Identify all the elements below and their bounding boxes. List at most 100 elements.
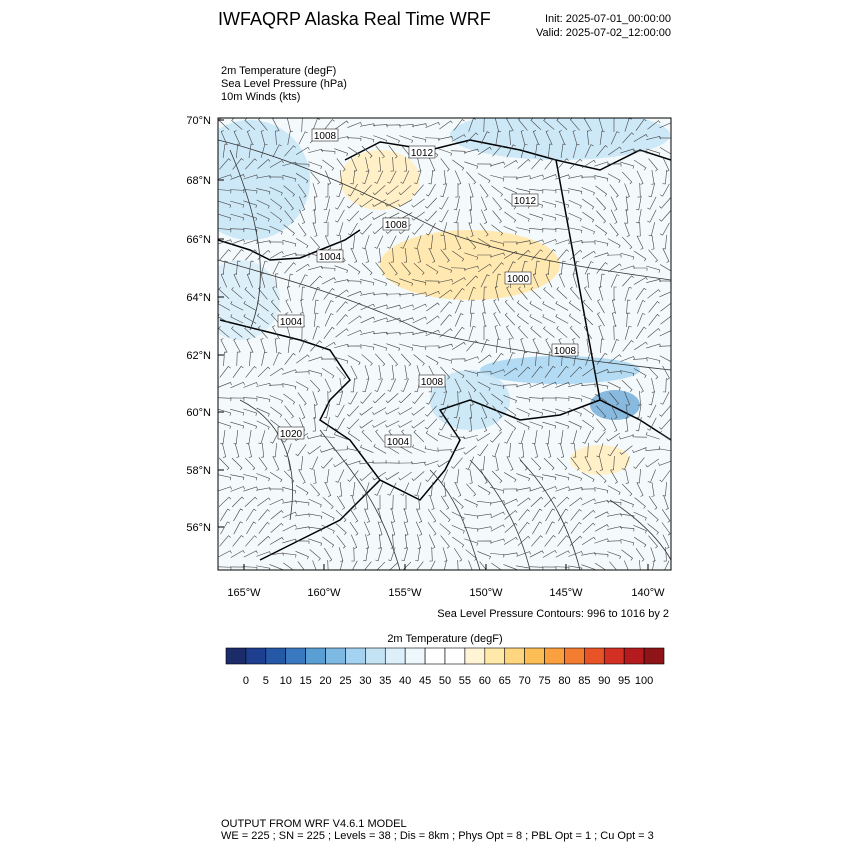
wind-barb (607, 371, 622, 375)
wind-barb (218, 474, 232, 481)
wind-barb (542, 486, 557, 492)
wind-barb (416, 508, 423, 523)
wind-barb (581, 552, 596, 556)
wind-barb (438, 431, 452, 440)
wind-barb (516, 188, 531, 195)
wind-barb (363, 521, 371, 536)
wind-barb (490, 239, 505, 247)
wind-barb (583, 325, 592, 340)
wind-barb (560, 143, 566, 158)
wind-barb (542, 213, 557, 221)
wind-barb (236, 351, 241, 367)
wind-barb (438, 136, 453, 140)
wind-barb (468, 287, 477, 301)
wind-barb (403, 534, 408, 549)
wind-barb (325, 182, 329, 198)
wind-barb (268, 241, 284, 245)
wind-barb (335, 328, 349, 338)
wind-barb (398, 392, 412, 404)
wind-barb (386, 278, 400, 287)
wind-barb (334, 417, 345, 431)
wind-barb (417, 534, 421, 549)
colorbar-label: 70 (519, 675, 531, 687)
wind-barb (585, 352, 594, 366)
wind-barb (269, 472, 283, 483)
wind-barb (596, 405, 607, 419)
wind-barb (373, 278, 387, 287)
wind-barb (312, 416, 316, 432)
wind-barb (530, 326, 542, 338)
lat-label: 60°N (186, 407, 211, 419)
wind-barb (545, 273, 553, 288)
wind-barb (350, 508, 359, 523)
wind-barb (295, 526, 310, 530)
wind-barb (348, 315, 362, 325)
wind-barb (351, 546, 355, 562)
contour-label-box (311, 128, 339, 142)
contour-note: Sea Level Pressure Contours: 996 to 1016… (437, 608, 669, 620)
wind-barb (336, 314, 348, 326)
wind-barb (439, 209, 449, 223)
wind-barb (375, 547, 383, 562)
wind-barb (518, 509, 530, 521)
wind-barb (476, 371, 492, 375)
wind-barb (621, 549, 633, 561)
wind-barb (659, 264, 671, 275)
wind-barb (542, 200, 557, 208)
wind-barb (517, 535, 531, 546)
wind-barb (283, 185, 295, 197)
wind-barb (586, 338, 590, 353)
wind-barb (372, 420, 387, 428)
wind-barb (620, 499, 634, 508)
wind-barb (230, 174, 245, 180)
wind-barb (596, 352, 608, 365)
wind-barb (659, 470, 671, 483)
wind-barb (308, 538, 323, 546)
wind-barb (466, 340, 478, 352)
wind-barb (297, 223, 307, 237)
wind-barb (360, 303, 375, 311)
wind-barb (360, 316, 375, 324)
wind-barb (596, 210, 607, 224)
wind-barb (399, 304, 414, 310)
wind-barb (516, 565, 531, 570)
wind-barb (387, 235, 397, 249)
wind-barb (659, 122, 671, 129)
wind-barb (494, 286, 500, 301)
wind-barb (594, 511, 609, 519)
wind-barb (581, 250, 596, 259)
colorbar-label: 100 (635, 675, 653, 687)
wind-barb (430, 560, 436, 570)
wind-barb (542, 381, 557, 389)
wind-barb (544, 158, 556, 170)
wind-barb (412, 331, 427, 335)
wind-barb (635, 287, 647, 300)
wind-barb (568, 199, 582, 209)
wind-barb (287, 338, 293, 353)
wind-barb (375, 429, 385, 443)
wind-barb (606, 540, 622, 544)
wind-barb (425, 290, 440, 297)
wind-barb (624, 391, 631, 406)
wind-barb (463, 434, 478, 440)
wind-barb (620, 356, 635, 362)
wind-barb (647, 510, 659, 522)
wind-barb (284, 262, 296, 274)
colorbar-label: 65 (499, 675, 511, 687)
wind-barb (439, 510, 451, 523)
wind-barb (411, 461, 426, 465)
wind-barb (334, 209, 345, 223)
wind-barb (532, 521, 543, 535)
wind-barb (647, 523, 659, 535)
contour-label: 1008 (421, 377, 444, 388)
wind-barb (453, 547, 463, 562)
wind-barb (389, 494, 394, 510)
wind-barb (400, 235, 410, 249)
wind-barb (659, 197, 671, 209)
wind-barb (555, 189, 570, 194)
wind-barb (377, 248, 382, 263)
colorbar-box (305, 647, 326, 665)
wind-barb (272, 118, 280, 132)
wind-barb (425, 430, 438, 442)
